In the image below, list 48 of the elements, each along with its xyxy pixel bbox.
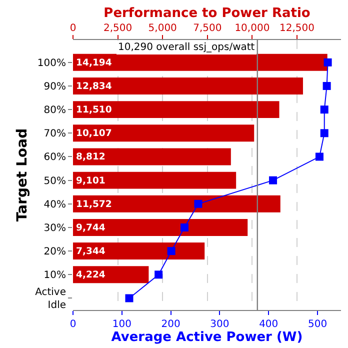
y-tick-label: 60% bbox=[44, 152, 66, 164]
point bbox=[167, 247, 176, 256]
x2-axis-title: Performance to Power Ratio bbox=[104, 6, 310, 21]
data-label: 11,510 bbox=[76, 104, 112, 116]
data-label: 11,572 bbox=[76, 198, 112, 210]
x-tick-label: 500 bbox=[308, 319, 328, 330]
y-tick-label: 10% bbox=[44, 270, 66, 282]
x-tick-label: 0 bbox=[70, 319, 76, 330]
point bbox=[154, 270, 163, 279]
y-tick-label: 80% bbox=[44, 105, 66, 116]
x-tick-label: 400 bbox=[259, 319, 278, 330]
y-tick-label: 40% bbox=[44, 199, 66, 210]
x2-tick-label: 7,500 bbox=[193, 23, 222, 34]
data-label: 4,224 bbox=[76, 270, 106, 281]
y-tick-label: 100% bbox=[37, 58, 66, 69]
x2-tick-label: 12,500 bbox=[280, 23, 315, 34]
point bbox=[125, 294, 134, 302]
y-tick-label: Active Idle bbox=[35, 287, 66, 312]
point bbox=[180, 223, 188, 232]
data-label: 7,344 bbox=[76, 246, 106, 258]
point bbox=[322, 82, 331, 90]
x2-tick-label: 10,000 bbox=[234, 23, 270, 34]
point bbox=[194, 200, 202, 208]
point bbox=[324, 58, 332, 66]
x2-tick-label: 0 bbox=[70, 23, 76, 34]
point bbox=[269, 176, 278, 184]
data-label: 8,812 bbox=[76, 152, 106, 163]
y-tick-label: 30% bbox=[44, 222, 66, 234]
y-axis-title: Target Load bbox=[14, 128, 31, 222]
y-tick-label: 20% bbox=[44, 246, 66, 258]
x2-tick-label: 2,500 bbox=[103, 23, 132, 34]
x-tick-label: 300 bbox=[210, 319, 230, 330]
y-tick-label: 50% bbox=[44, 176, 66, 187]
data-label: 12,834 bbox=[76, 80, 112, 92]
y-tick-label: 70% bbox=[44, 128, 66, 140]
x-axis-title: Average Active Power (W) bbox=[111, 330, 303, 345]
x-tick-label: 100 bbox=[112, 319, 132, 330]
y-tick-label: 90% bbox=[44, 81, 66, 92]
point bbox=[315, 152, 324, 161]
x2-tick-label: 5,000 bbox=[148, 23, 177, 34]
point bbox=[320, 129, 328, 138]
point bbox=[320, 106, 328, 114]
ref-line-label: 10,290 overall ssj_ops/watt bbox=[118, 42, 255, 53]
x-tick-label: 200 bbox=[161, 319, 180, 330]
data-label: 10,107 bbox=[76, 128, 112, 140]
data-label: 9,101 bbox=[76, 175, 106, 186]
data-label: 9,744 bbox=[76, 222, 106, 234]
data-label: 14,194 bbox=[76, 57, 112, 68]
